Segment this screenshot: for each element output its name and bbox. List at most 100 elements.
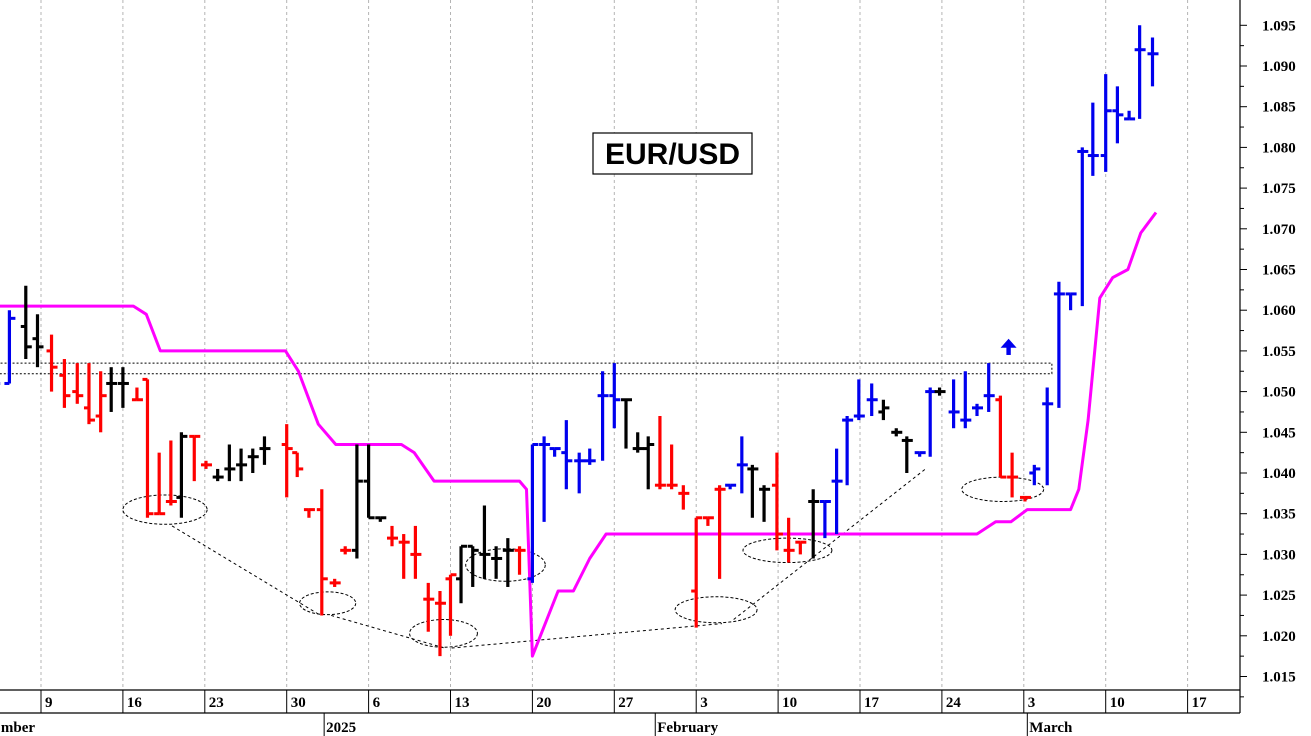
ohlc-bar [247, 448, 259, 473]
resistance-zone-rect [0, 362, 1053, 375]
ohlc-bar [736, 436, 748, 494]
ohlc-bar [165, 440, 177, 506]
x-tick-label: 23 [209, 695, 224, 711]
ohlc-bar [59, 359, 71, 408]
ohlc-bar [491, 546, 503, 579]
x-tick-label: 10 [1110, 695, 1125, 711]
ohlc-bar [795, 540, 807, 555]
ohlc-bar [1019, 495, 1031, 502]
x-tick-label: 17 [864, 695, 880, 711]
ohlc-bar [83, 363, 95, 425]
ohlc-bar [176, 432, 188, 518]
resistance-zone [0, 362, 1053, 375]
ohlc-bar [714, 485, 726, 579]
x-tick-label: 30 [291, 695, 306, 711]
arrow-head [1000, 338, 1017, 348]
x-tick-label: 16 [127, 695, 142, 711]
y-tick-label: 1.035 [1262, 507, 1296, 523]
chart-frame [0, 0, 1241, 714]
period-label: February [657, 720, 718, 736]
ohlc-bar [1100, 74, 1112, 172]
ohlc-bar [387, 525, 398, 547]
y-tick-label: 1.085 [1262, 100, 1296, 116]
x-tick-label: 9 [45, 695, 53, 711]
y-tick-label: 1.090 [1262, 59, 1296, 75]
ohlc-bar [771, 452, 783, 551]
trend-connector [733, 468, 926, 620]
ohlc-bar [831, 448, 843, 535]
ohlc-bar [808, 489, 820, 559]
ohlc-bar [467, 544, 479, 587]
y-tick-label: 1.040 [1262, 466, 1296, 482]
swing-low-ellipse [674, 596, 758, 624]
ohlc-bar [303, 508, 315, 518]
ohlc-bar [456, 544, 468, 604]
y-tick-label: 1.070 [1262, 222, 1296, 238]
ohlc-bar [375, 516, 387, 522]
ohlc-bar [200, 460, 212, 469]
ohlc-bar [514, 546, 526, 575]
breakout-arrow [1000, 338, 1017, 355]
ohlc-bar [527, 443, 539, 583]
vertical-grid [40, 0, 1189, 690]
ohlc-bar [549, 447, 561, 457]
ohlc-bar [316, 489, 328, 616]
y-tick-label: 1.020 [1262, 629, 1296, 645]
ohlc-bar [842, 416, 854, 486]
ohlc-bar [32, 314, 44, 368]
ohlc-bar [154, 452, 166, 516]
chart-title-box: EUR/USD [592, 132, 753, 175]
ohlc-bar [934, 387, 946, 396]
ohlc-bar [423, 582, 435, 632]
ohlc-bar [621, 398, 632, 449]
ohlc-bar [1087, 102, 1099, 176]
ohlc-bar [351, 444, 363, 559]
x-tick-label: 20 [536, 695, 551, 711]
swing-low-ellipse [409, 619, 478, 648]
y-axis: 1.015 1.020 1.025 1.030 1.035 1.040 1.045 1.050… [1240, 18, 1296, 698]
ohlc-bar [212, 468, 224, 482]
ohlc-bar [901, 436, 913, 473]
trend-connector [171, 525, 321, 616]
x-axis: 9 16 23 30 6 13 20 27 3 10 17 24 3 10 17 mber 2025 Februa… [1, 690, 1207, 736]
ohlc-bar [1147, 37, 1159, 87]
ohlc-bar [574, 452, 586, 494]
trailing-stop-line [0, 211, 1158, 658]
ohlc-bar [972, 403, 983, 417]
ohlc-bar [1042, 387, 1054, 486]
ohlc-bar [702, 516, 714, 526]
ohlc-bar [597, 371, 609, 461]
ohlc-bar [866, 383, 878, 417]
ohlc-bar [445, 573, 457, 636]
ohlc-bar [1065, 292, 1077, 311]
x-tick-label: 27 [618, 695, 634, 711]
x-tick-label: 10 [782, 695, 797, 711]
y-tick-label: 1.095 [1262, 18, 1296, 34]
x-tick-label: 24 [946, 695, 962, 711]
ohlc-bar [561, 420, 573, 490]
stop-line-path [0, 211, 1158, 658]
ohlc-bar [292, 451, 304, 478]
ohlc-bar [131, 387, 143, 402]
x-tick-label: 13 [455, 695, 470, 711]
ohlc-bar [609, 363, 621, 429]
y-tick-label: 1.015 [1262, 670, 1296, 686]
ohlc-bar [983, 363, 995, 412]
x-tick-label: 3 [1028, 695, 1036, 711]
ohlc-bar [142, 377, 154, 518]
ohlc-bar [259, 436, 271, 465]
x-tick-label: 17 [1192, 695, 1208, 711]
ohlc-bar [1077, 147, 1089, 307]
ohlc-bar [948, 379, 960, 429]
ohlc-bar [106, 367, 118, 412]
ohlc-bar [363, 444, 375, 520]
trend-connector [331, 614, 445, 649]
ohlc-bar [878, 399, 890, 421]
ohlc-bar [678, 485, 690, 510]
ohlc-bar [329, 578, 341, 587]
ohlc-bar [747, 464, 759, 518]
ohlc-bar [4, 310, 16, 385]
ohlc-bar [95, 371, 107, 433]
ohlc-bar [410, 525, 422, 579]
